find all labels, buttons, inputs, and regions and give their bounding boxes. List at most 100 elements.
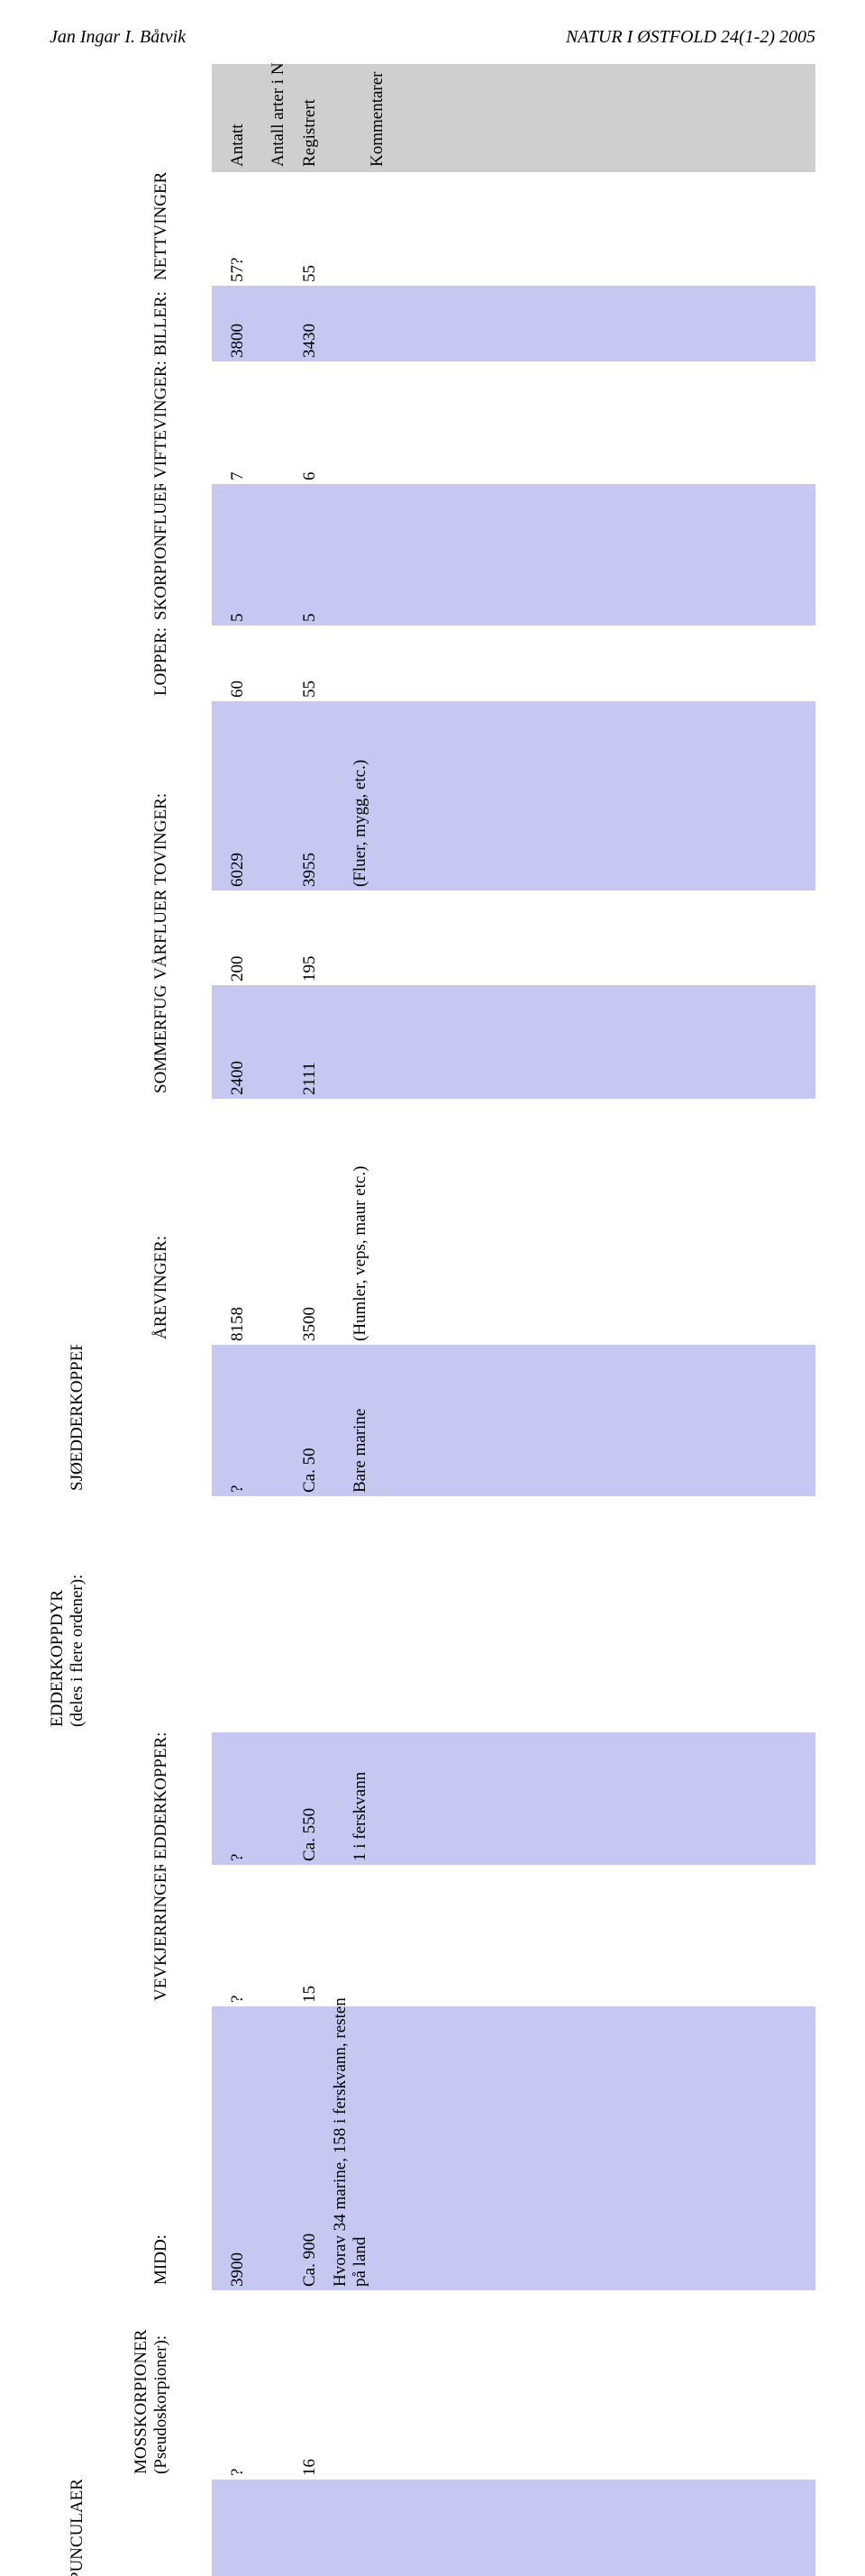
registrert-value: 3430 [300, 324, 320, 358]
row-label: SIPUNCULAER: [50, 2480, 212, 2576]
antatt-value: 200 [228, 956, 248, 982]
subcategory-label: BILLER: [151, 291, 171, 356]
cell-antatt: ? [212, 1345, 284, 1496]
col-antatt-header: Antatt [228, 124, 248, 168]
cell-registrert: 5 [284, 484, 356, 626]
registrert-value: 6 [300, 472, 320, 481]
cell-registrert: 3955 [284, 701, 356, 891]
row-label: EDDERKOPPDYR(deles i flere ordener): [50, 1496, 212, 1732]
antatt-value: 8158 [228, 1307, 248, 1341]
cell-kommentar: (Fluer, mygg, etc.) [356, 701, 815, 891]
table-row: 3800 3430 [212, 286, 815, 361]
species-table: NETTVINGER: BILLER: VIFTEVINGER: SKORPIONFL… [50, 64, 815, 2576]
registrert-value: 5 [300, 614, 320, 623]
table-row: 2400 2111 [212, 985, 815, 1099]
antatt-value: ? [228, 1485, 248, 1493]
subcategory-label: VEVKJERRINGER: [151, 1865, 171, 2001]
table-row: 60 55 [212, 626, 815, 701]
registrert-value: Ca. 550 [300, 1808, 320, 1861]
category-label: EDDERKOPPDYR(deles i flere ordener): [50, 1575, 87, 1727]
row-label: BILLER: [50, 286, 212, 361]
subcategory-label: NETTVINGER: [151, 172, 171, 280]
registrert-value: 15 [300, 1986, 320, 2003]
cell-kommentar [356, 172, 815, 286]
antatt-value: 3900 [228, 2252, 248, 2287]
antatt-value: ? [228, 1996, 248, 2003]
cell-antatt: ? [212, 1732, 284, 1865]
subcategory-label: VIFTEVINGER: [151, 361, 171, 479]
table-row: 8158 3500(Humler, veps, maur etc.) [212, 1099, 815, 1345]
subcategory-label: ÅREVINGER: [151, 1236, 171, 1339]
cell-antatt: 2400 [212, 985, 284, 1099]
cell-antatt [212, 1496, 284, 1732]
cell-antatt: 57? [212, 172, 284, 286]
cell-registrert: 3500 [284, 1099, 356, 1345]
antatt-value: ? [228, 1854, 248, 1861]
kommentar-value: 1 i ferskvann [351, 1772, 370, 1861]
table-title: Antall arter i N [269, 62, 288, 167]
row-label: LOPPER: [50, 626, 212, 701]
table-row: 57? 55 [212, 172, 815, 286]
row-label: MOSSKORPIONER(Pseudoskorpioner): [50, 2290, 212, 2480]
cell-antatt: ? [212, 1865, 284, 2006]
subcategory-label: LOPPER: [151, 627, 171, 696]
registrert-value: Ca. 900 [300, 2233, 320, 2287]
cell-kommentar [356, 891, 815, 985]
antatt-value: 2400 [228, 1061, 248, 1095]
subcategory-label: MOSSKORPIONER(Pseudoskorpioner): [132, 2330, 171, 2474]
kommentar-value: (Fluer, mygg, etc.) [351, 760, 370, 887]
cell-antatt: 6029 [212, 701, 284, 891]
category-label: SJØEDDERKOPPER: [68, 1345, 87, 1491]
cell-kommentar: (Humler, veps, maur etc.) [356, 1099, 815, 1345]
row-label: SKORPIONFLUER: [50, 484, 212, 626]
cell-antatt: 8158 [212, 1099, 284, 1345]
row-label: SOMMERFUGL: [50, 985, 212, 1099]
cell-kommentar [356, 2290, 815, 2480]
cell-antatt: 60 [212, 626, 284, 701]
kommentar-value: (Humler, veps, maur etc.) [351, 1166, 370, 1341]
table-row: 76 [212, 361, 815, 484]
cell-registrert: Ca. 550 [284, 1732, 356, 1865]
col-kommentar-header: Kommentarer [368, 71, 387, 167]
table-row: 55 [212, 484, 815, 626]
data-column: Antall arter i NAntattRegistrertKommenta… [212, 64, 815, 2576]
running-head-right: NATUR I ØSTFOLD 24(1-2) 2005 [566, 27, 815, 48]
row-label: TOVINGER: [50, 701, 212, 891]
antatt-value: 7 [228, 472, 248, 481]
cell-registrert: 25 [284, 2480, 356, 2576]
cell-kommentar [356, 1496, 815, 1732]
row-label: VEVKJERRINGER: [50, 1865, 212, 2006]
subcategory-label: MIDD: [151, 2234, 171, 2285]
table-row: ? Ca. 50 Bare marine [212, 1345, 815, 1496]
table-row: 6029 3955 (Fluer, mygg, etc.) [212, 701, 815, 891]
antatt-value: 6029 [228, 853, 248, 887]
registrert-value: Ca. 50 [300, 1448, 320, 1493]
registrert-value: 55 [300, 681, 320, 698]
subcategory-label: SOMMERFUGL: [151, 985, 171, 1093]
cell-kommentar [356, 1865, 815, 2006]
antatt-value: 3800 [228, 324, 248, 358]
row-label: SJØEDDERKOPPER: [50, 1345, 212, 1496]
label-column: NETTVINGER: BILLER: VIFTEVINGER: SKORPIONFL… [50, 64, 212, 2576]
antatt-value: ? [228, 2469, 248, 2476]
table-row: 3900Ca. 900Hvorav 34 marine, 158 i fersk… [212, 2006, 815, 2290]
cell-kommentar [356, 2480, 815, 2576]
registrert-value: 3955 [300, 853, 320, 887]
subcategory-label: EDDERKOPPER: [151, 1732, 171, 1859]
cell-registrert: 55 [284, 172, 356, 286]
cell-kommentar [356, 361, 815, 484]
antatt-value: 57? [228, 258, 248, 282]
cell-registrert: Ca. 50 [284, 1345, 356, 1496]
category-label: SIPUNCULAER: [68, 2480, 87, 2576]
table-row: ?16 [212, 2290, 815, 2480]
table-row: ? 15 [212, 1865, 815, 2006]
row-label: VÅRFLUER: [50, 891, 212, 985]
cell-registrert: 2111 [284, 985, 356, 1099]
cell-registrert [284, 1496, 356, 1732]
table-row [212, 1496, 815, 1732]
cell-kommentar [356, 484, 815, 626]
subcategory-label: VÅRFLUER: [151, 891, 171, 980]
running-head-left: Jan Ingar I. Båtvik [50, 27, 186, 48]
kommentar-value: Bare marine [351, 1409, 370, 1493]
cell-kommentar [356, 985, 815, 1099]
